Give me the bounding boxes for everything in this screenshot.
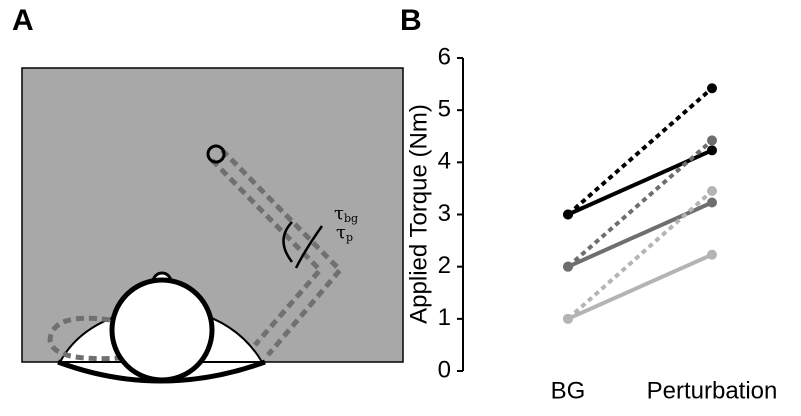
right-arm: [220, 148, 344, 357]
data-point: [707, 135, 717, 146]
torque-arrow: [294, 225, 324, 269]
series-line: [566, 138, 714, 269]
data-point: [707, 83, 717, 94]
cursor: [206, 144, 226, 164]
series-line: [567, 252, 713, 321]
y-tick-label: 3: [438, 200, 451, 227]
data-point: [707, 197, 717, 208]
y-tick-label: 5: [438, 96, 451, 123]
data-point: [707, 145, 717, 156]
series-line: [567, 200, 713, 269]
tau-p-label: τp: [336, 222, 353, 244]
panel-label: B: [400, 4, 422, 37]
data-point: [563, 313, 573, 324]
y-tick-label: 2: [438, 252, 451, 279]
data-point: [707, 249, 717, 260]
torque-arrow: [282, 221, 293, 263]
y-tick-label: 6: [438, 43, 451, 70]
left-arm: [47, 315, 121, 362]
head: [109, 277, 215, 383]
y-tick-label: 0: [438, 356, 451, 383]
workspace: [21, 67, 404, 363]
tau-bg-label: τbg: [334, 203, 358, 225]
tau-symbol: τ: [334, 203, 344, 224]
data-point: [563, 261, 573, 272]
x-tick-label: BG: [551, 377, 586, 404]
arm-diagram: τbg τp: [21, 67, 404, 384]
tau-subscript: bg: [344, 212, 358, 225]
data-point: [563, 209, 573, 220]
series-line: [566, 86, 714, 217]
tau-symbol: τ: [336, 222, 346, 243]
y-tick-label: 1: [438, 304, 451, 331]
y-tick-label: 4: [438, 148, 451, 175]
panel-label: A: [12, 4, 34, 37]
data-point: [707, 186, 717, 197]
y-axis-label: Applied Torque (Nm): [405, 104, 432, 324]
series-line: [567, 148, 713, 217]
x-tick-label: Perturbation: [647, 377, 778, 404]
tau-subscript: p: [346, 231, 353, 244]
